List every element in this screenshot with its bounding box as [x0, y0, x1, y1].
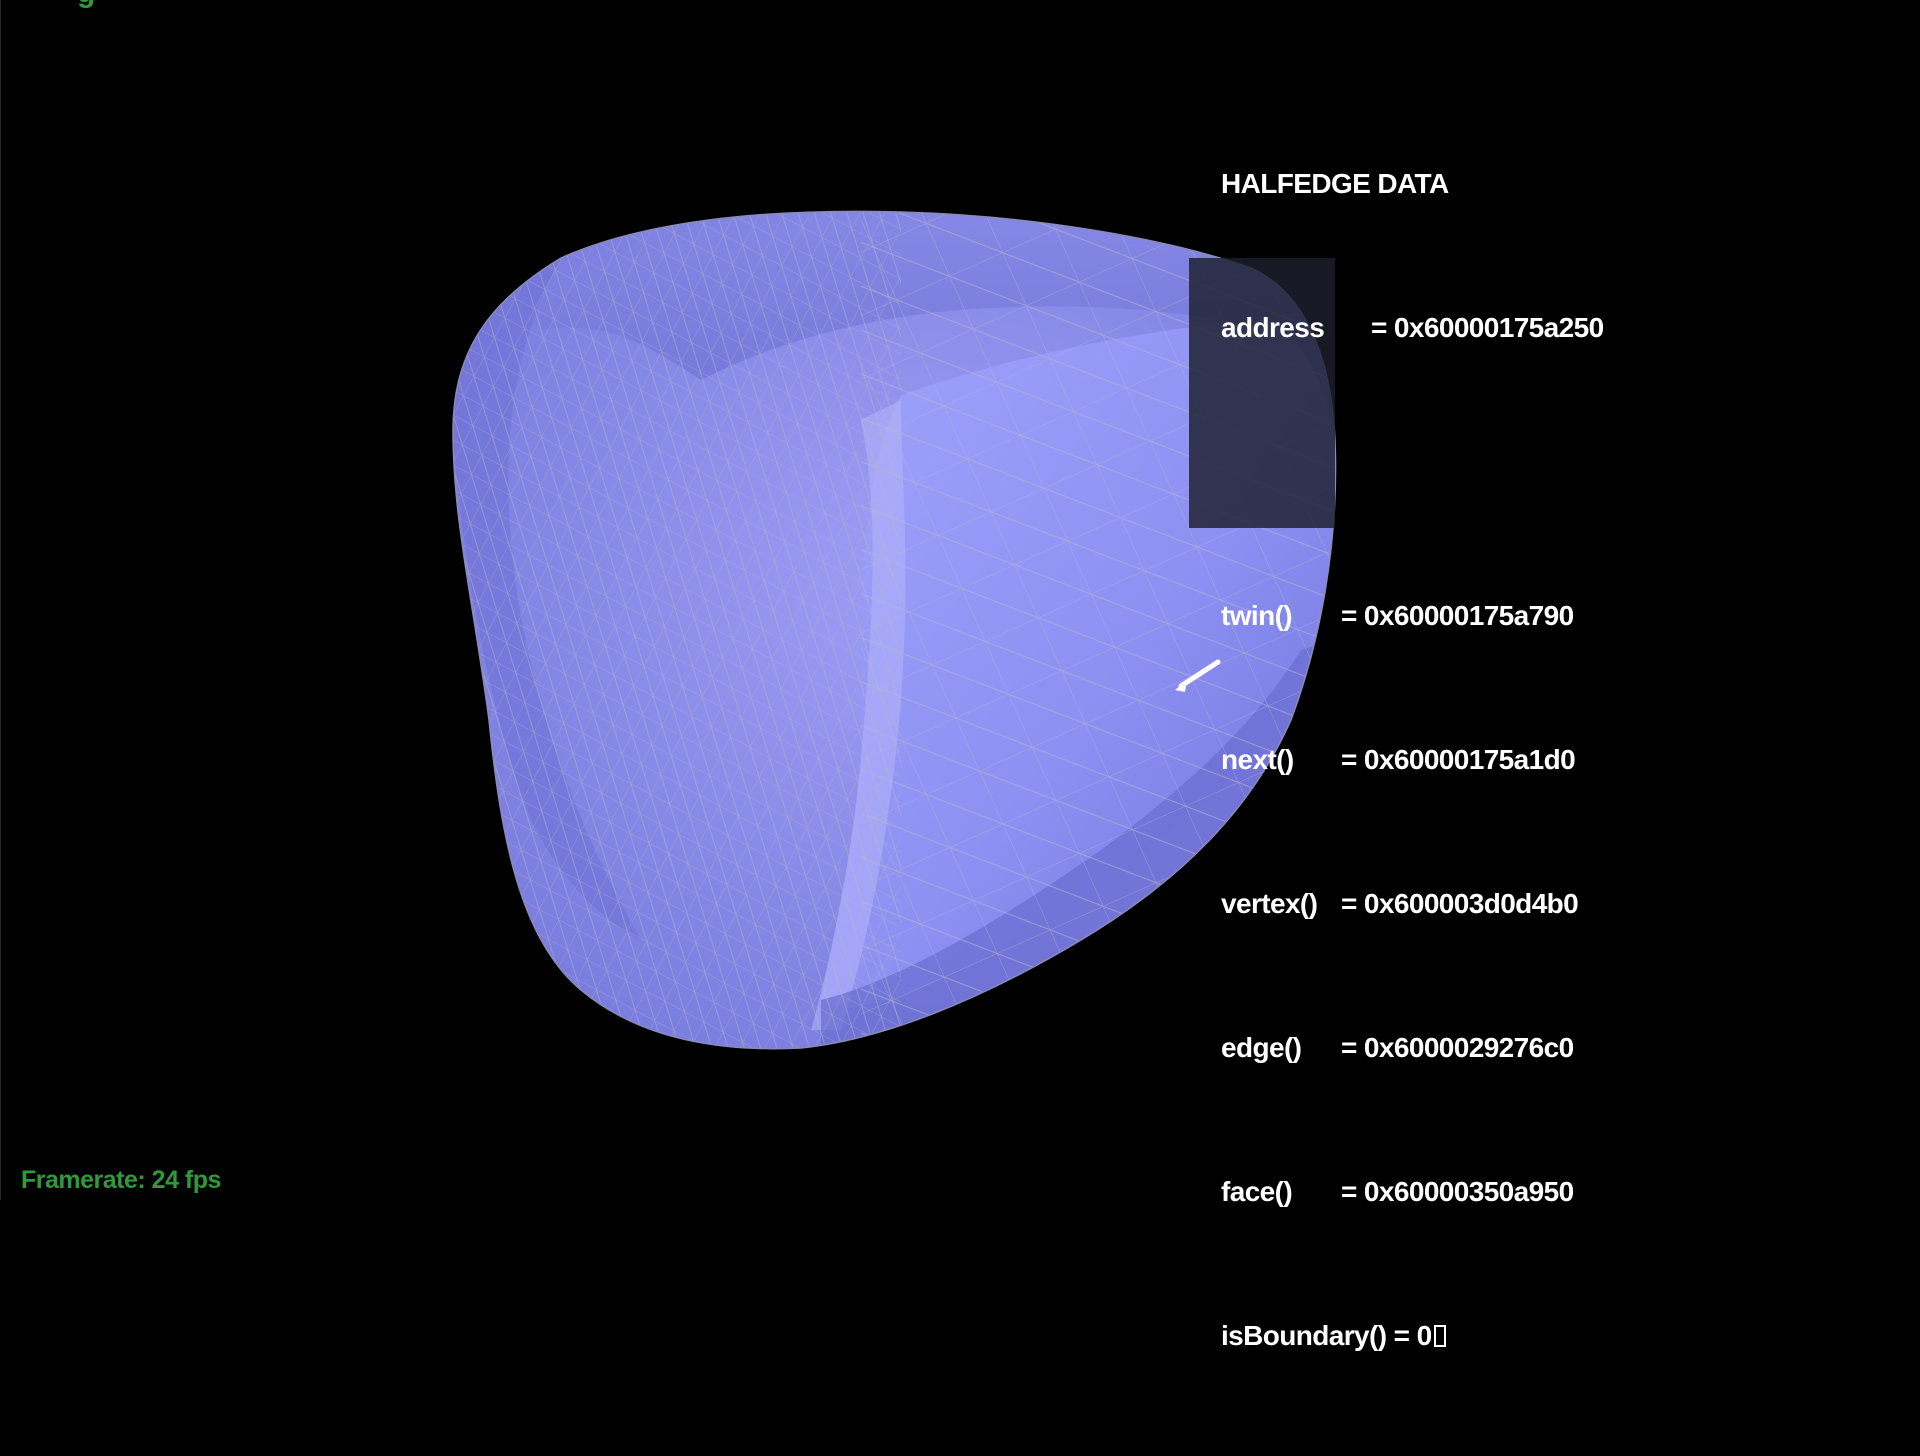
- halfedge-arrow[interactable]: [1175, 659, 1221, 692]
- info-val-vertex: = 0x600003d0d4b0: [1341, 888, 1579, 919]
- info-panel-background: [1189, 258, 1335, 528]
- info-val-next: = 0x60000175a1d0: [1341, 744, 1576, 775]
- info-val-isboundary: = 0: [1393, 1320, 1433, 1351]
- info-val-face: = 0x60000350a950: [1341, 1176, 1574, 1207]
- missing-glyph-icon: [1433, 1325, 1446, 1347]
- info-key-edge: edge(): [1221, 1032, 1302, 1063]
- top-label-fragment: g: [77, 0, 95, 8]
- info-key-twin: twin(): [1221, 600, 1293, 631]
- info-row-vertex: vertex() = 0x600003d0d4b0: [1221, 880, 1604, 928]
- framerate-readout: Framerate: 24 fps: [21, 1166, 221, 1194]
- info-row-edge: edge() = 0x6000029276c0: [1221, 1024, 1604, 1072]
- info-val-edge: = 0x6000029276c0: [1341, 1032, 1574, 1063]
- info-key-isboundary: isBoundary(): [1221, 1320, 1387, 1351]
- halfedge-info-panel: HALFEDGE DATA address = 0x60000175a250 tw…: [1221, 64, 1604, 1456]
- info-row-twin: twin() = 0x60000175a790: [1221, 592, 1604, 640]
- info-row-next: next() = 0x60000175a1d0: [1221, 736, 1604, 784]
- info-val-address: = 0x60000175a250: [1371, 312, 1604, 343]
- info-title: HALFEDGE DATA: [1221, 168, 1449, 199]
- 3d-viewport[interactable]: g HALFEDGE DATA address= 0x60000175a250 …: [0, 0, 1920, 1351]
- info-row-face: face() = 0x60000350a950: [1221, 1168, 1604, 1216]
- mesh-render[interactable]: [1, 0, 1920, 1200]
- info-row-address: address = 0x60000175a250: [1221, 304, 1604, 352]
- info-val-twin: = 0x60000175a790: [1341, 600, 1574, 631]
- info-key-next: next(): [1221, 744, 1294, 775]
- info-key-vertex: vertex(): [1221, 888, 1318, 919]
- info-key-address: address: [1221, 312, 1325, 343]
- info-key-face: face(): [1221, 1176, 1293, 1207]
- info-row-isboundary: isBoundary() = 0: [1221, 1312, 1604, 1360]
